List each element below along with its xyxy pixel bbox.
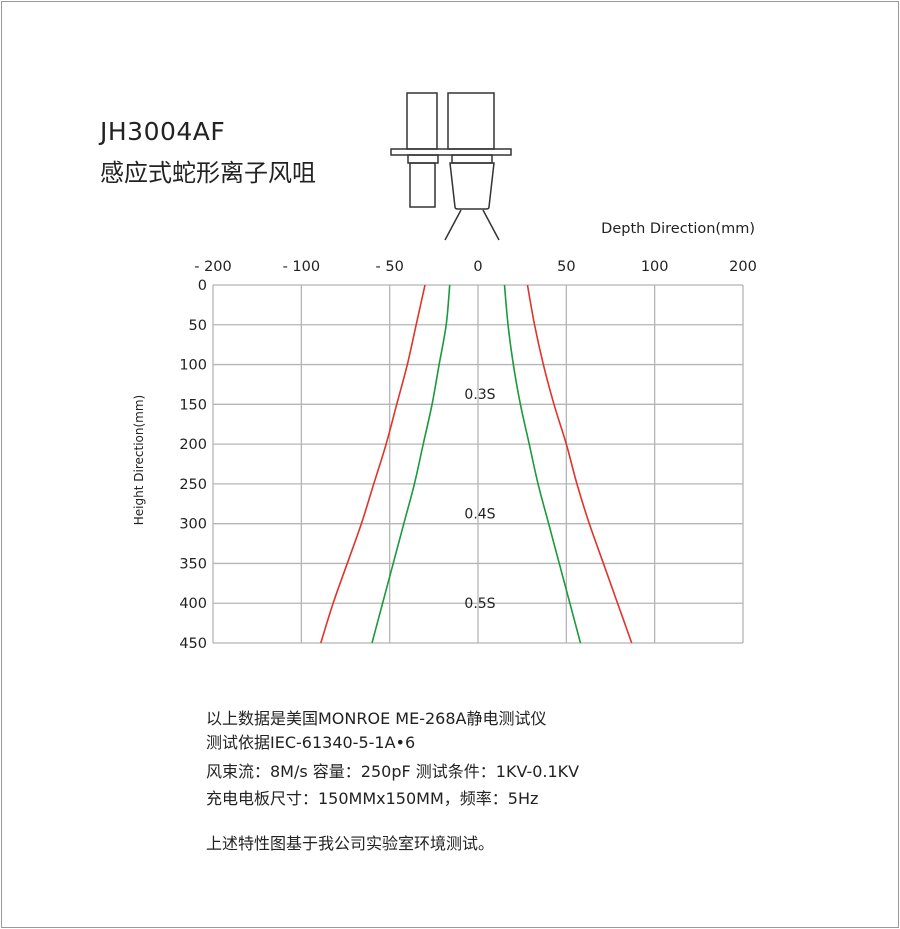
x-tick-label: 200 [729,259,757,275]
nozzle-drawing-icon [390,92,512,241]
y-tick-label: 250 [179,477,207,493]
y-tick-label: 200 [179,437,207,453]
x-tick-label: - 200 [194,259,232,275]
y-tick-label: 150 [179,397,207,413]
time-annotation: 0.3S [464,387,495,403]
curve-1 [526,284,633,644]
curve-0 [320,284,426,644]
y-tick-label: 0 [198,278,207,294]
note-line-2: 测试依据IEC-61340-5-1A•6 [206,733,416,752]
x-tick-label: - 50 [376,259,404,275]
curve-3 [503,284,582,644]
y-tick-label: 300 [179,517,207,533]
x-tick-label: 100 [641,259,669,275]
note-line-5: 上述特性图基于我公司实验室环境测试。 [206,834,495,853]
product-name: 感应式蛇形离子风咀 [100,159,316,187]
model-title: JH3004AF [100,117,226,146]
note-line-4: 充电电板尺寸：150MMx150MM，频率：5Hz [206,789,539,808]
y-tick-label: 450 [179,636,207,652]
curve-2 [371,284,451,644]
x-tick-label: 50 [557,259,575,275]
y-axis-title: Height Direction(mm) [132,395,146,525]
y-tick-label: 100 [179,358,207,374]
y-tick-label: 50 [189,318,207,334]
y-tick-label: 400 [179,596,207,612]
x-tick-label: 0 [473,259,482,275]
note-line-1: 以上数据是美国MONROE ME-268A静电测试仪 [206,709,547,728]
time-annotation: 0.5S [464,596,495,612]
x-tick-label: - 100 [283,259,321,275]
y-tick-label: 350 [179,556,207,572]
x-axis-title: Depth Direction(mm) [601,221,755,237]
time-annotation: 0.4S [464,506,495,522]
note-line-3: 风束流：8M/s 容量：250pF 测试条件：1KV-0.1KV [206,762,580,781]
